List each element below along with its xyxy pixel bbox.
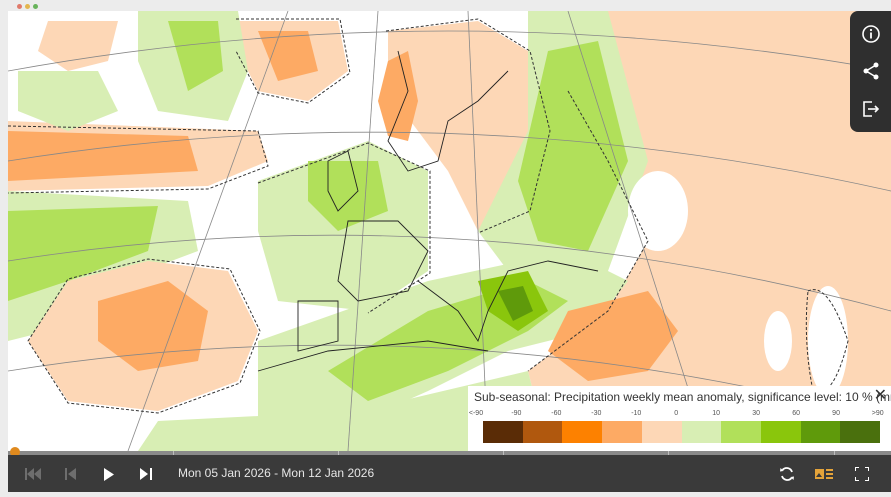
playback-controls: Mon 05 Jan 2026 - Mon 12 Jan 2026 (8, 455, 891, 492)
info-icon (861, 25, 880, 43)
legend-swatch (721, 421, 761, 443)
date-range-label: Mon 05 Jan 2026 - Mon 12 Jan 2026 (178, 466, 375, 480)
legend-tick: <-90 (468, 410, 484, 417)
export-button[interactable] (859, 97, 883, 121)
legend-swatch (681, 421, 722, 443)
legend-swatch (800, 421, 841, 443)
legend-swatch (602, 421, 642, 443)
window-controls (17, 4, 38, 9)
legend-tick: -60 (551, 410, 562, 417)
play-icon (104, 467, 114, 481)
timeline-tick (338, 451, 340, 455)
legend-icon (815, 469, 833, 479)
legend-swatch (840, 421, 881, 443)
legend-tick: 60 (792, 410, 801, 417)
fullscreen-icon (855, 467, 869, 481)
map-viewer: Sub-seasonal: Precipitation weekly mean … (8, 11, 891, 492)
skip-to-start-icon (25, 468, 41, 480)
legend-swatch (483, 421, 523, 443)
legend-tick: 0 (674, 410, 679, 417)
step-forward-icon (140, 468, 152, 480)
legend-tick: 30 (752, 410, 761, 417)
maximize-dot[interactable] (33, 4, 38, 9)
first-frame-button[interactable] (24, 465, 42, 483)
legend-tick: >90 (871, 410, 884, 417)
export-icon (862, 101, 879, 117)
share-button[interactable] (859, 59, 883, 83)
timeline-handle[interactable] (10, 447, 20, 457)
legend-tick: 90 (832, 410, 840, 417)
timeline-tick (668, 451, 670, 455)
legend-swatch (760, 421, 801, 443)
next-frame-button[interactable] (137, 465, 155, 483)
timeline-tick (833, 451, 835, 455)
legend-close-button[interactable]: ✕ (873, 387, 887, 404)
legend-swatch (562, 421, 603, 443)
timeline-tick (503, 451, 505, 455)
legend-title: Sub-seasonal: Precipitation weekly mean … (474, 390, 891, 404)
previous-frame-button[interactable] (62, 465, 80, 483)
legend-toggle-button[interactable] (815, 465, 833, 483)
loop-button[interactable] (778, 465, 796, 483)
legend-tick: -30 (591, 410, 602, 417)
legend-swatch (641, 421, 682, 443)
minimize-dot[interactable] (25, 4, 30, 9)
precipitation-anomaly-map[interactable] (8, 11, 891, 451)
legend-tick: -90 (511, 410, 522, 417)
step-back-icon (65, 468, 76, 480)
timeline-tick (173, 451, 175, 455)
timeline-track[interactable] (8, 451, 891, 455)
fullscreen-button[interactable] (853, 465, 871, 483)
legend-swatch (522, 421, 563, 443)
legend-color-bar (483, 421, 881, 443)
refresh-icon (780, 467, 794, 481)
legend-tick: -10 (631, 410, 642, 417)
legend-ticks: <-90 -90 -60 -30 -10 0 10 30 60 90 >90 (469, 410, 888, 420)
side-toolbar (850, 11, 891, 132)
legend-tick: 10 (712, 410, 721, 417)
close-dot[interactable] (17, 4, 22, 9)
share-icon (863, 62, 878, 80)
play-button[interactable] (100, 465, 118, 483)
info-button[interactable] (859, 22, 883, 46)
legend-panel: Sub-seasonal: Precipitation weekly mean … (468, 386, 891, 451)
